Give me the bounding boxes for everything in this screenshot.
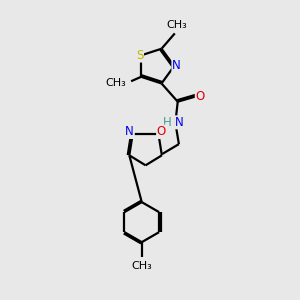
Text: S: S	[136, 49, 143, 62]
Text: CH₃: CH₃	[166, 20, 187, 30]
Text: O: O	[196, 90, 205, 103]
Text: N: N	[125, 125, 134, 138]
Text: CH₃: CH₃	[105, 78, 126, 88]
Text: N: N	[175, 116, 183, 129]
Text: H: H	[163, 116, 172, 129]
Text: CH₃: CH₃	[131, 261, 152, 271]
Text: O: O	[157, 125, 166, 138]
Text: N: N	[172, 59, 181, 72]
